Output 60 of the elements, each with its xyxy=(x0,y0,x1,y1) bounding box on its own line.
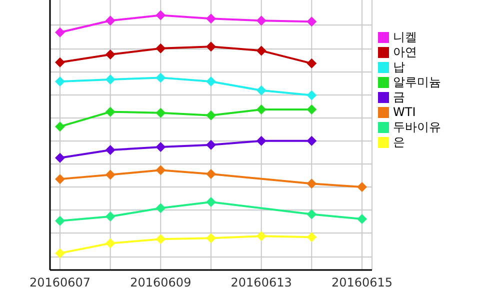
point xyxy=(55,248,65,258)
point xyxy=(156,165,166,176)
point xyxy=(156,142,166,152)
point xyxy=(306,90,317,100)
point xyxy=(256,231,266,242)
point xyxy=(206,14,216,24)
point xyxy=(105,145,116,156)
point xyxy=(55,76,65,87)
point xyxy=(105,74,116,84)
point xyxy=(55,122,65,132)
x-tick-label: 20160615 xyxy=(331,276,393,290)
point xyxy=(256,16,266,26)
legend-label: 납 xyxy=(393,60,405,75)
point xyxy=(256,85,266,96)
legend-label: 알루미늄 xyxy=(393,75,441,90)
point xyxy=(156,10,166,20)
point xyxy=(256,136,266,146)
legend-label: 니켈 xyxy=(393,30,417,45)
point xyxy=(206,42,216,52)
point xyxy=(306,232,317,242)
point xyxy=(306,178,317,189)
point xyxy=(156,203,166,214)
point xyxy=(55,216,65,226)
point xyxy=(306,104,317,115)
legend-label: 아연 xyxy=(393,45,417,60)
point xyxy=(306,16,317,27)
point xyxy=(256,46,266,56)
point xyxy=(306,209,317,220)
point xyxy=(206,110,216,120)
point xyxy=(105,106,116,117)
point xyxy=(55,152,65,163)
point xyxy=(55,27,65,38)
legend-label: 금 xyxy=(393,90,405,105)
point xyxy=(206,233,216,244)
legend-label: WTI xyxy=(393,105,416,120)
point xyxy=(156,43,166,54)
point xyxy=(306,136,317,146)
x-tick-label: 20160607 xyxy=(29,276,91,290)
point xyxy=(306,58,317,68)
point xyxy=(105,16,116,26)
x-tick-label: 20160609 xyxy=(130,276,192,290)
point xyxy=(156,72,166,83)
point xyxy=(206,196,216,207)
point xyxy=(156,234,166,244)
legend-label: 두바이유 xyxy=(393,120,441,135)
point xyxy=(55,57,65,68)
point xyxy=(156,108,166,118)
legend-label: 은 xyxy=(393,135,405,150)
point xyxy=(357,182,367,192)
point xyxy=(105,50,116,60)
point xyxy=(105,212,116,222)
point xyxy=(256,104,266,115)
point xyxy=(55,174,65,184)
point xyxy=(105,238,116,248)
point xyxy=(206,168,216,179)
x-tick-label: 20160613 xyxy=(230,276,292,290)
point xyxy=(357,214,367,224)
point xyxy=(206,76,216,87)
point xyxy=(206,140,216,150)
point xyxy=(105,170,116,180)
